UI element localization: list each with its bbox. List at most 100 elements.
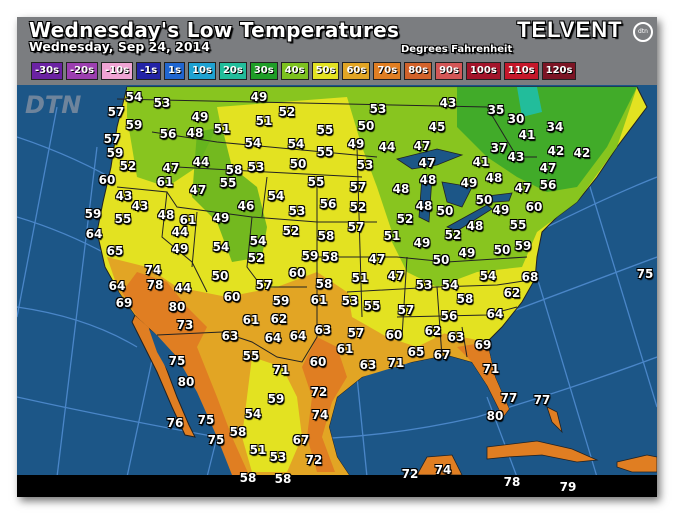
legend-swatch-40s: 40s [280, 62, 309, 80]
lake-huron [441, 181, 473, 208]
temperature-label: 59 [272, 294, 290, 308]
temperature-label: 75 [207, 433, 225, 447]
temperature-label: 71 [387, 356, 405, 370]
state-border [401, 256, 408, 338]
lake-michigan [418, 176, 433, 223]
graticule [17, 106, 657, 478]
temperature-label: 55 [316, 123, 334, 137]
temperature-label: 51 [255, 114, 273, 128]
temperature-label: 53 [153, 96, 171, 110]
temperature-label: 43 [507, 150, 525, 164]
zone-50s-plains [217, 97, 392, 267]
temperature-label: 34 [546, 120, 564, 134]
temperature-label: 48 [415, 199, 433, 213]
temperature-label: 55 [242, 349, 260, 363]
temperature-label: 63 [447, 330, 465, 344]
temperature-label: 64 [85, 227, 103, 241]
graticule-line [486, 396, 518, 478]
legend-swatch-120s: 120s [541, 62, 577, 80]
temperature-label: 52 [119, 159, 137, 173]
temperature-label: 58 [229, 425, 247, 439]
temperature-label: 73 [176, 318, 194, 332]
temperature-label: 51 [249, 443, 267, 457]
temperature-label: 49 [250, 90, 268, 104]
temperature-label: 65 [106, 244, 124, 258]
temperature-label: 52 [444, 228, 462, 242]
temperature-label: 44 [174, 281, 192, 295]
state-border [151, 131, 378, 158]
temperature-label: 45 [428, 120, 446, 134]
temperature-label: 50 [289, 157, 307, 171]
temperature-label: 54 [479, 269, 497, 283]
state-border [346, 278, 538, 293]
legend-swatch-110s: 110s [503, 62, 539, 80]
graticule-line [546, 176, 657, 228]
state-border [116, 186, 208, 293]
temperature-label: 43 [115, 189, 133, 203]
land-cuba [486, 440, 599, 463]
zone-20s [517, 87, 542, 117]
us-mexico-border [156, 292, 318, 363]
temperature-label: 51 [351, 271, 369, 285]
temperature-label: 72 [305, 453, 323, 467]
zone-70s-southwest [122, 272, 249, 475]
temperature-label: 64 [486, 307, 504, 321]
dtn-badge-logo: dtn [633, 22, 653, 42]
temperature-label: 80 [486, 409, 504, 423]
graticule-line [206, 436, 218, 478]
temperature-label: 53 [369, 102, 387, 116]
temperature-label: 50 [357, 119, 375, 133]
temperature-label: 61 [179, 213, 197, 227]
map-header: Wednesday's Low Temperatures Wednesday, … [17, 17, 657, 85]
zone-70s-texas [302, 337, 347, 472]
state-border [461, 326, 468, 358]
temperature-label: 53 [288, 204, 306, 218]
temperature-label: 55 [363, 299, 381, 313]
legend-swatch-90s: 90s [435, 62, 463, 80]
state-border [317, 256, 528, 263]
graticule-line [536, 276, 598, 478]
temperature-label: 48 [419, 173, 437, 187]
temperature-label: 62 [503, 286, 521, 300]
legend-swatch-30s: 30s [249, 62, 278, 80]
legend-swatch-minus10s: -10s [101, 62, 134, 80]
temperature-label: 42 [573, 146, 591, 160]
temperature-label: 57 [349, 180, 367, 194]
temperature-label: 57 [255, 278, 273, 292]
temperature-label: 49 [347, 137, 365, 151]
temperature-label: 69 [474, 338, 492, 352]
legend-swatch-60s: 60s [342, 62, 371, 80]
temperature-label: 59 [106, 146, 124, 160]
temperature-label: 60 [309, 355, 327, 369]
temperature-label: 72 [310, 385, 328, 399]
temperature-label: 50 [436, 204, 454, 218]
temperature-label: 57 [347, 326, 365, 340]
temperature-label: 49 [492, 203, 510, 217]
temperature-label: 47 [162, 161, 180, 175]
temperature-label: 62 [424, 324, 442, 338]
temperature-label: 47 [539, 161, 557, 175]
temperature-label: 61 [242, 313, 260, 327]
weather-map: Wednesday's Low Temperatures Wednesday, … [17, 17, 657, 497]
temperature-label: 35 [487, 103, 505, 117]
temperature-label: 54 [249, 234, 267, 248]
temperature-label: 41 [472, 155, 490, 169]
temperature-label: 80 [168, 300, 186, 314]
graticule-line [17, 106, 58, 318]
temperature-label: 53 [247, 160, 265, 174]
temperature-label: 44 [171, 225, 189, 239]
temperature-label: 56 [440, 309, 458, 323]
telvent-logo: TELVENT [517, 17, 623, 42]
temperature-label: 75 [168, 354, 186, 368]
legend-swatch-20s: 20s [218, 62, 247, 80]
gulf-of-california [149, 329, 207, 417]
temperature-label: 56 [539, 178, 557, 192]
temperature-label: 59 [84, 207, 102, 221]
lake-ontario [478, 192, 513, 204]
temperature-label: 47 [387, 269, 405, 283]
temperature-label: 61 [336, 342, 354, 356]
temperature-label: 64 [289, 329, 307, 343]
temperature-label: 55 [219, 176, 237, 190]
temperature-label: 55 [316, 145, 334, 159]
borders [116, 98, 538, 363]
